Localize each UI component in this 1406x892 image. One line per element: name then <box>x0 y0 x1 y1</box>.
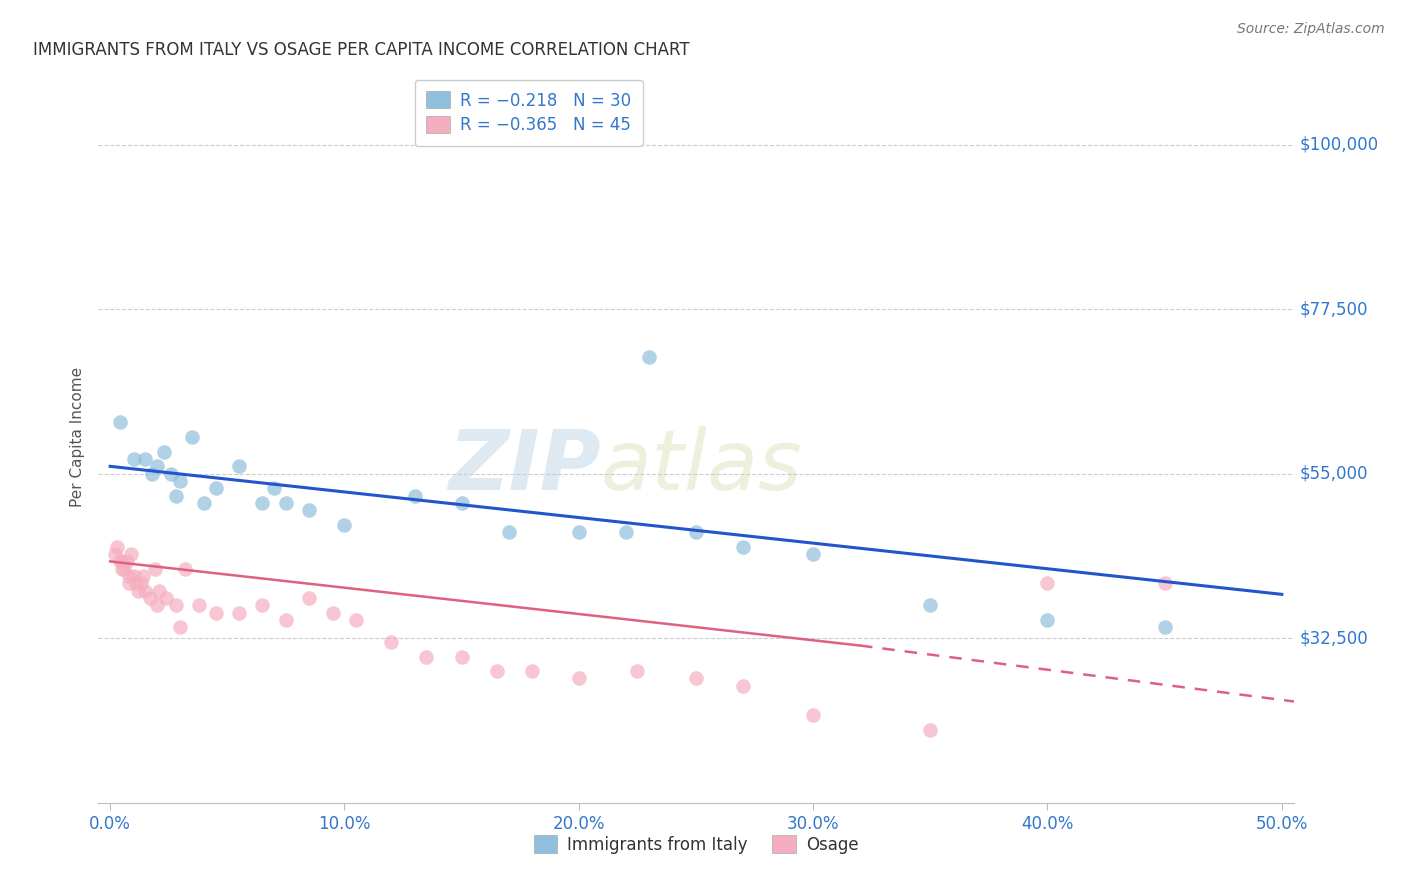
Point <box>520 664 543 678</box>
Point <box>143 562 166 576</box>
Legend: Immigrants from Italy, Osage: Immigrants from Italy, Osage <box>527 829 865 860</box>
Point <box>1036 613 1059 627</box>
Point <box>614 525 637 540</box>
Point <box>274 496 297 510</box>
Point <box>228 459 250 474</box>
Point <box>115 554 138 568</box>
Point <box>1153 576 1175 591</box>
Point <box>112 562 135 576</box>
Point <box>169 620 191 634</box>
Point <box>122 569 145 583</box>
Text: $100,000: $100,000 <box>1299 136 1379 153</box>
Point <box>498 525 520 540</box>
Point <box>344 613 367 627</box>
Text: $32,500: $32,500 <box>1299 629 1368 648</box>
Point <box>404 489 426 503</box>
Point <box>132 569 155 583</box>
Point <box>380 635 402 649</box>
Text: ZIP: ZIP <box>447 425 600 507</box>
Point <box>188 599 211 613</box>
Point <box>638 350 661 364</box>
Point <box>274 613 297 627</box>
Point <box>204 481 226 495</box>
Text: $77,500: $77,500 <box>1299 300 1368 318</box>
Point <box>108 416 131 430</box>
Point <box>193 496 215 510</box>
Point <box>450 649 472 664</box>
Point <box>685 672 707 686</box>
Point <box>333 517 356 532</box>
Point <box>801 708 824 723</box>
Point <box>125 576 148 591</box>
Point <box>204 606 226 620</box>
Point <box>415 649 437 664</box>
Point <box>165 599 187 613</box>
Point <box>129 576 152 591</box>
Point <box>731 540 754 554</box>
Point <box>118 576 141 591</box>
Point <box>1153 620 1175 634</box>
Point <box>920 599 942 613</box>
Point <box>920 723 942 737</box>
Point <box>104 547 127 561</box>
Point <box>1036 576 1059 591</box>
Text: Source: ZipAtlas.com: Source: ZipAtlas.com <box>1237 22 1385 37</box>
Point <box>169 474 191 488</box>
Text: IMMIGRANTS FROM ITALY VS OSAGE PER CAPITA INCOME CORRELATION CHART: IMMIGRANTS FROM ITALY VS OSAGE PER CAPIT… <box>32 41 689 59</box>
Point <box>626 664 648 678</box>
Point <box>322 606 344 620</box>
Point <box>139 591 162 605</box>
Point <box>181 430 204 444</box>
Point <box>801 547 824 561</box>
Point <box>263 481 285 495</box>
Point <box>160 467 183 481</box>
Point <box>111 554 134 568</box>
Point <box>134 452 156 467</box>
Point <box>450 496 472 510</box>
Point <box>165 489 187 503</box>
Point <box>685 525 707 540</box>
Point <box>568 525 591 540</box>
Point <box>485 664 508 678</box>
Point <box>252 496 274 510</box>
Y-axis label: Per Capita Income: Per Capita Income <box>70 367 86 508</box>
Point <box>122 452 145 467</box>
Point <box>298 503 321 517</box>
Text: atlas: atlas <box>600 425 801 507</box>
Point <box>111 562 134 576</box>
Point <box>118 569 141 583</box>
Point <box>252 599 274 613</box>
Point <box>127 583 149 598</box>
Point <box>146 459 169 474</box>
Point <box>731 679 754 693</box>
Text: $55,000: $55,000 <box>1299 465 1368 483</box>
Point <box>153 444 176 458</box>
Point <box>141 467 163 481</box>
Point <box>568 672 591 686</box>
Point <box>298 591 321 605</box>
Point <box>105 540 128 554</box>
Point <box>174 562 197 576</box>
Point <box>108 554 131 568</box>
Point <box>155 591 177 605</box>
Point <box>148 583 170 598</box>
Point <box>120 547 142 561</box>
Point <box>134 583 156 598</box>
Point <box>228 606 250 620</box>
Point <box>146 599 169 613</box>
